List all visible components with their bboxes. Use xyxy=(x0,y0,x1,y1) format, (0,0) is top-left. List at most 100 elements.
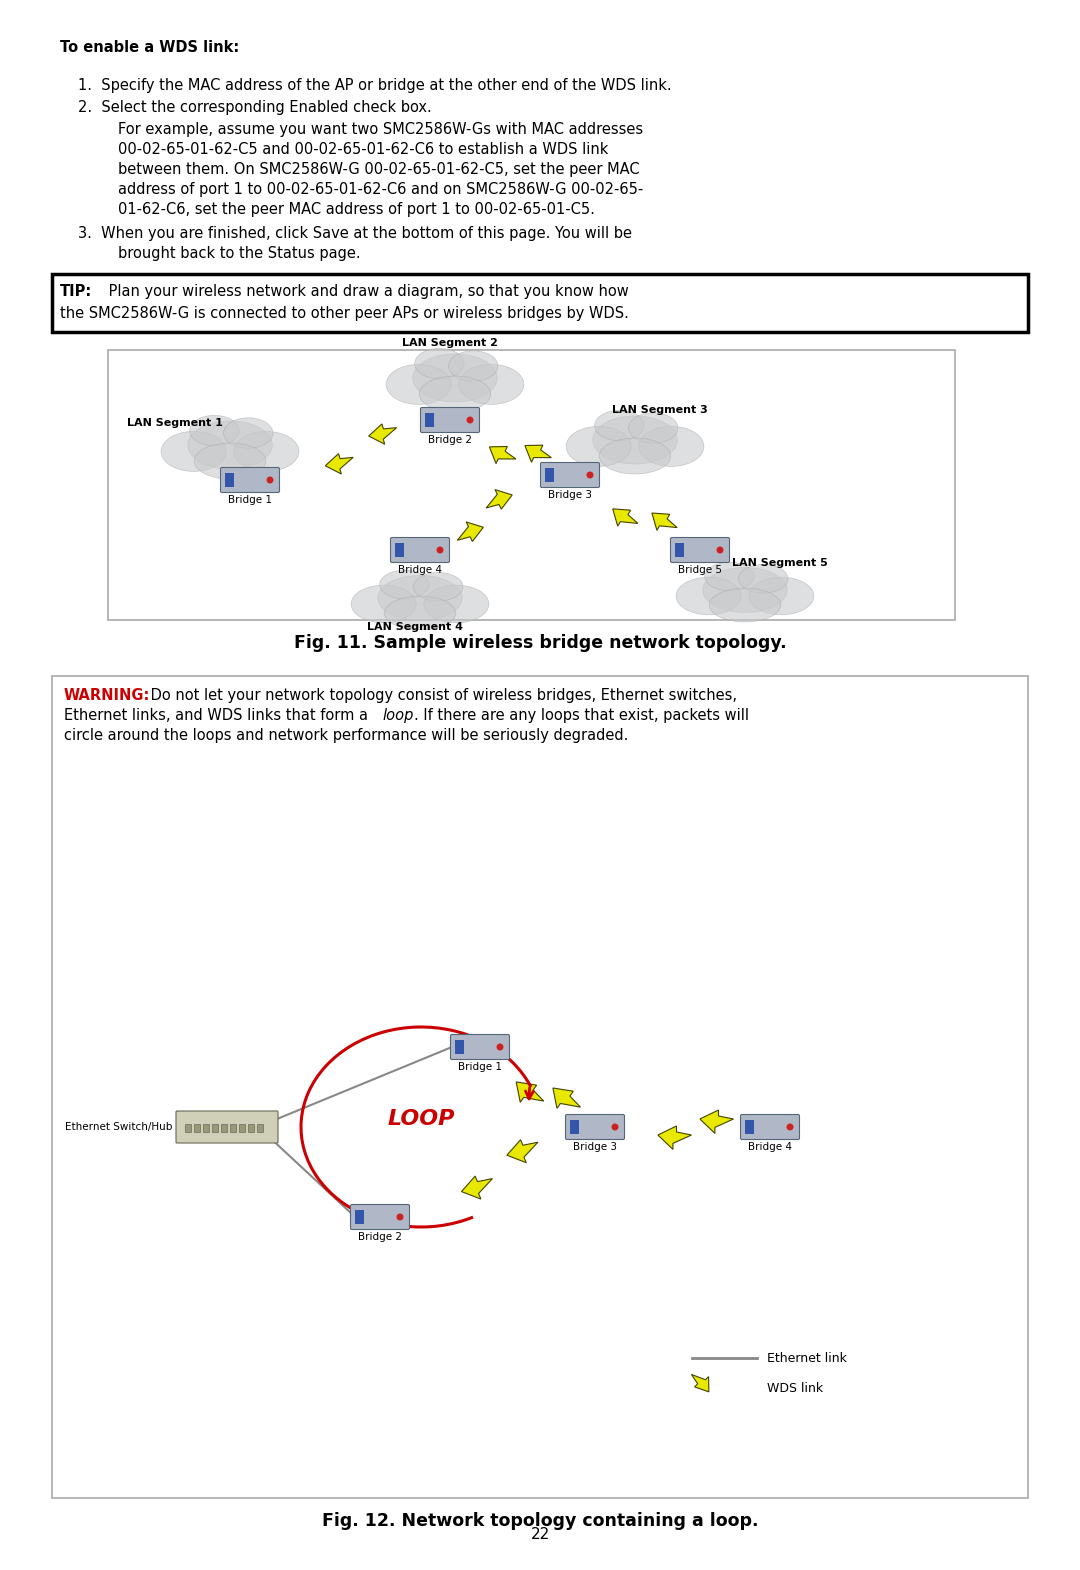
Bar xyxy=(675,543,684,557)
Bar xyxy=(225,473,234,487)
Text: LAN Segment 2: LAN Segment 2 xyxy=(402,338,498,349)
Text: loop: loop xyxy=(382,708,414,724)
Ellipse shape xyxy=(415,349,464,378)
Ellipse shape xyxy=(161,432,226,471)
Ellipse shape xyxy=(748,578,814,615)
Text: circle around the loops and network performance will be seriously degraded.: circle around the loops and network perf… xyxy=(64,728,629,743)
Ellipse shape xyxy=(234,432,299,471)
Ellipse shape xyxy=(595,410,644,441)
Text: Ethernet Switch/Hub: Ethernet Switch/Hub xyxy=(65,1123,172,1132)
Bar xyxy=(203,1124,210,1132)
Circle shape xyxy=(267,477,273,484)
Ellipse shape xyxy=(413,353,497,402)
Bar xyxy=(248,1124,254,1132)
Ellipse shape xyxy=(639,427,704,466)
FancyBboxPatch shape xyxy=(108,350,955,620)
Text: TIP:: TIP: xyxy=(60,284,92,298)
FancyBboxPatch shape xyxy=(176,1112,278,1143)
Ellipse shape xyxy=(703,567,787,612)
FancyBboxPatch shape xyxy=(52,275,1028,331)
Bar xyxy=(212,1124,218,1132)
FancyBboxPatch shape xyxy=(450,1035,510,1060)
Ellipse shape xyxy=(387,364,451,405)
Text: Ethernet links, and WDS links that form a: Ethernet links, and WDS links that form … xyxy=(64,708,373,724)
Text: WDS link: WDS link xyxy=(767,1382,823,1394)
Text: Bridge 3: Bridge 3 xyxy=(548,490,592,499)
Text: Bridge 3: Bridge 3 xyxy=(573,1141,617,1152)
Bar xyxy=(426,413,434,427)
Text: . If there are any loops that exist, packets will: . If there are any loops that exist, pac… xyxy=(414,708,750,724)
Polygon shape xyxy=(461,1176,492,1199)
Circle shape xyxy=(611,1124,619,1130)
Text: To enable a WDS link:: To enable a WDS link: xyxy=(60,39,240,55)
Text: Bridge 1: Bridge 1 xyxy=(458,1061,502,1072)
Text: WARNING:: WARNING: xyxy=(64,688,150,703)
Circle shape xyxy=(467,416,473,424)
Text: Bridge 1: Bridge 1 xyxy=(228,495,272,506)
Polygon shape xyxy=(525,446,552,462)
Bar xyxy=(570,1119,579,1134)
FancyArrowPatch shape xyxy=(526,1088,534,1099)
Polygon shape xyxy=(691,1374,708,1393)
FancyBboxPatch shape xyxy=(351,1204,409,1229)
FancyBboxPatch shape xyxy=(220,468,280,493)
Text: brought back to the Status page.: brought back to the Status page. xyxy=(118,246,361,261)
FancyBboxPatch shape xyxy=(671,537,729,562)
Text: 1.  Specify the MAC address of the AP or bridge at the other end of the WDS link: 1. Specify the MAC address of the AP or … xyxy=(78,78,672,93)
Polygon shape xyxy=(652,513,677,531)
Circle shape xyxy=(786,1124,794,1130)
Polygon shape xyxy=(612,509,638,526)
Polygon shape xyxy=(489,446,516,463)
Text: address of port 1 to 00-02-65-01-62-C6 and on SMC2586W-G 00-02-65-: address of port 1 to 00-02-65-01-62-C6 a… xyxy=(118,182,644,196)
Ellipse shape xyxy=(710,589,781,622)
Text: the SMC2586W-G is connected to other peer APs or wireless bridges by WDS.: the SMC2586W-G is connected to other pee… xyxy=(60,306,629,320)
Ellipse shape xyxy=(459,364,524,405)
Text: between them. On SMC2586W-G 00-02-65-01-62-C5, set the peer MAC: between them. On SMC2586W-G 00-02-65-01-… xyxy=(118,162,639,177)
Ellipse shape xyxy=(188,421,272,469)
Text: LAN Segment 3: LAN Segment 3 xyxy=(612,405,707,414)
Ellipse shape xyxy=(190,416,239,446)
FancyBboxPatch shape xyxy=(420,408,480,432)
Bar xyxy=(194,1124,200,1132)
Polygon shape xyxy=(457,521,484,542)
Text: 3.  When you are finished, click Save at the bottom of this page. You will be: 3. When you are finished, click Save at … xyxy=(78,226,632,242)
Text: Bridge 2: Bridge 2 xyxy=(428,435,472,444)
Text: For example, assume you want two SMC2586W-Gs with MAC addresses: For example, assume you want two SMC2586… xyxy=(118,122,643,137)
Bar xyxy=(455,1039,464,1053)
Ellipse shape xyxy=(380,570,429,598)
Ellipse shape xyxy=(629,413,678,443)
Ellipse shape xyxy=(676,578,741,615)
Text: 22: 22 xyxy=(530,1528,550,1542)
Polygon shape xyxy=(553,1088,580,1108)
FancyBboxPatch shape xyxy=(566,1115,624,1140)
Bar xyxy=(545,468,554,482)
Text: Plan your wireless network and draw a diagram, so that you know how: Plan your wireless network and draw a di… xyxy=(104,284,629,298)
Text: Do not let your network topology consist of wireless bridges, Ethernet switches,: Do not let your network topology consist… xyxy=(146,688,737,703)
Ellipse shape xyxy=(384,597,456,630)
FancyBboxPatch shape xyxy=(741,1115,799,1140)
Polygon shape xyxy=(700,1110,733,1134)
Circle shape xyxy=(497,1044,503,1050)
Bar xyxy=(185,1124,191,1132)
Ellipse shape xyxy=(566,427,631,466)
Text: 01-62-C6, set the peer MAC address of port 1 to 00-02-65-01-C5.: 01-62-C6, set the peer MAC address of po… xyxy=(118,203,595,217)
Bar xyxy=(355,1210,364,1225)
Text: LOOP: LOOP xyxy=(388,1108,455,1129)
Text: LAN Segment 1: LAN Segment 1 xyxy=(127,418,222,429)
Text: Fig. 11. Sample wireless bridge network topology.: Fig. 11. Sample wireless bridge network … xyxy=(294,634,786,652)
Polygon shape xyxy=(507,1140,538,1163)
Bar xyxy=(257,1124,264,1132)
Bar xyxy=(239,1124,245,1132)
Text: Bridge 2: Bridge 2 xyxy=(357,1232,402,1242)
Polygon shape xyxy=(516,1082,543,1102)
Ellipse shape xyxy=(593,416,677,465)
Polygon shape xyxy=(368,424,396,444)
Bar xyxy=(395,543,404,557)
Text: Bridge 4: Bridge 4 xyxy=(399,565,442,575)
Text: 2.  Select the corresponding Enabled check box.: 2. Select the corresponding Enabled chec… xyxy=(78,100,432,115)
Circle shape xyxy=(436,546,444,554)
Text: Ethernet link: Ethernet link xyxy=(767,1352,847,1364)
Ellipse shape xyxy=(599,438,671,474)
Ellipse shape xyxy=(224,418,273,447)
Ellipse shape xyxy=(194,443,266,479)
